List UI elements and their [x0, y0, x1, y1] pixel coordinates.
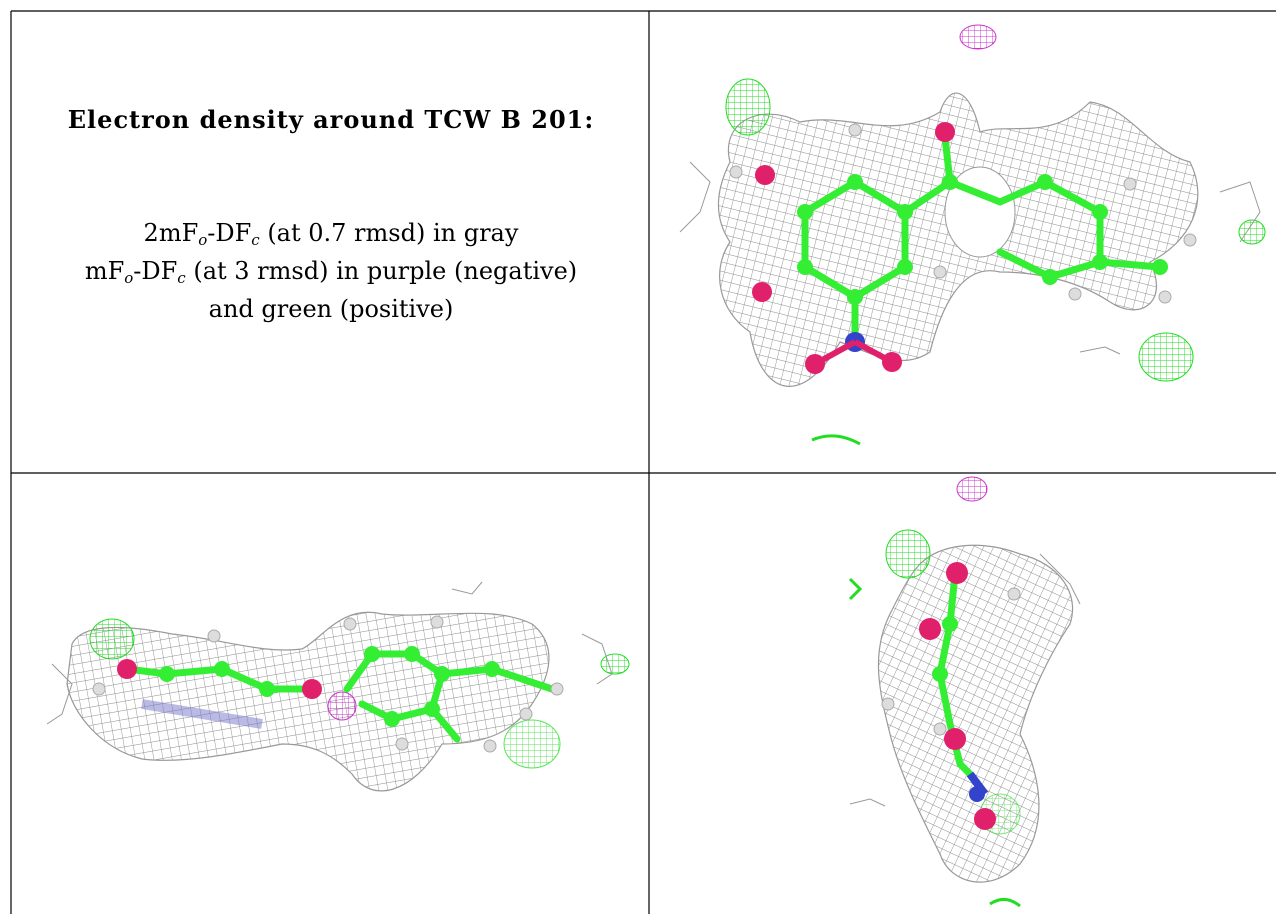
negative-density-blob: [327, 691, 357, 721]
negative-density-blob: [956, 476, 988, 502]
atoms: [92, 615, 564, 753]
gray-density-mesh: [877, 544, 1074, 883]
positive-density-blob: [1238, 219, 1266, 245]
negative-density-blob: [959, 24, 997, 50]
legend-line-gray: 2mFo-DFc (at 0.7 rmsd) in gray: [143, 219, 519, 249]
gray-density-mesh: [66, 611, 550, 792]
positive-density-blob: [1138, 332, 1194, 382]
atoms: [881, 562, 1021, 830]
caption-cell: Electron density around TCW B 201: 2mFo-…: [12, 12, 648, 472]
positive-density-blob: [848, 577, 863, 601]
view-side: [12, 474, 648, 914]
positive-density-blob: [89, 618, 135, 660]
positive-density-blob: [989, 898, 1021, 908]
positive-density-blob: [885, 529, 931, 579]
density-render-edge: [848, 476, 1081, 908]
view-top: [650, 12, 1276, 472]
atoms: [729, 122, 1197, 374]
panel-title: Electron density around TCW B 201:: [67, 105, 595, 134]
view-edge: [650, 474, 1276, 914]
density-render-side: [46, 581, 630, 792]
positive-density-blob: [600, 653, 630, 675]
molecule-bonds: [936, 570, 974, 778]
density-render-top: [679, 24, 1266, 446]
positive-density-blob: [503, 719, 561, 769]
legend-line-green: and green (positive): [208, 295, 454, 323]
legend-line-purple: mFo-DFc (at 3 rmsd) in purple (negative): [84, 257, 578, 287]
positive-density-blob: [725, 78, 771, 136]
positive-density-blob: [811, 434, 861, 446]
legend-text: 2mFo-DFc (at 0.7 rmsd) in gray mFo-DFc (…: [12, 214, 648, 328]
